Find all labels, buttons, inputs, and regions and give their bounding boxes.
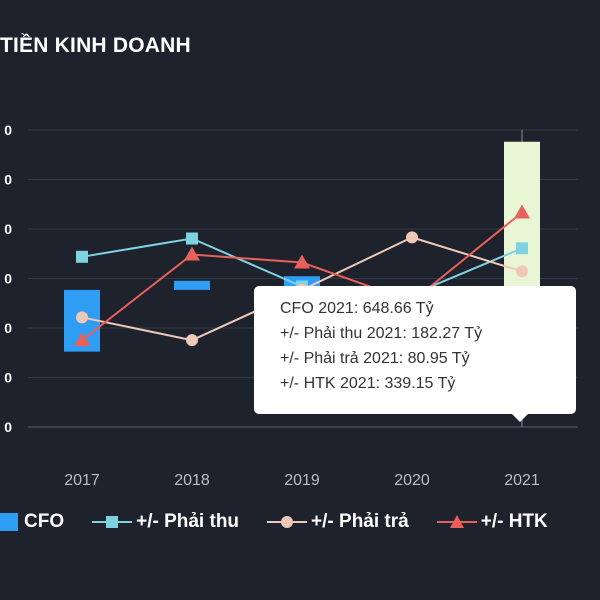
- x-tick-label: 2020: [394, 472, 430, 489]
- chart-tooltip: CFO 2021: 648.66 Tỷ +/- Phải thu 2021: 1…: [254, 286, 576, 422]
- legend-label-cfo: CFO: [24, 511, 65, 532]
- legend-label-phai-thu: +/- Phải thu: [136, 511, 240, 532]
- point-marker-circle-2021[interactable]: [516, 265, 528, 278]
- point-marker-square-2021[interactable]: [516, 242, 528, 255]
- legend-label-htk: +/- HTK: [480, 511, 548, 532]
- legend-circle-marker-icon: [267, 516, 308, 528]
- tooltip-line-htk: +/- HTK 2021: 339.15 Tỷ: [280, 375, 456, 392]
- tooltip-line-phai-tra: +/- Phải trả 2021: 80.95 Tỷ: [280, 350, 470, 367]
- y-tick-label: 0: [4, 221, 12, 237]
- point-marker-circle-2018[interactable]: [186, 334, 198, 347]
- point-marker-triangle-2017[interactable]: [74, 332, 90, 347]
- legend-item-phai-tra[interactable]: +/- Phải trả: [265, 511, 409, 533]
- y-tick-label: 0: [4, 122, 12, 138]
- chart-title: TIỀN KINH DOANH: [0, 34, 191, 57]
- tooltip-line-phai-thu: +/- Phải thu 2021: 182.27 Tỷ: [280, 325, 483, 342]
- y-tick-label: 0: [4, 172, 12, 188]
- point-marker-square-2017[interactable]: [76, 250, 88, 263]
- point-marker-triangle-2018[interactable]: [184, 246, 200, 261]
- y-tick-label: 0: [4, 370, 12, 386]
- legend-item-phai-thu[interactable]: +/- Phải thu: [90, 511, 239, 533]
- point-marker-circle-2020[interactable]: [406, 231, 418, 244]
- y-tick-label: 0: [4, 419, 12, 435]
- bar-cfo-2018[interactable]: [174, 280, 210, 290]
- point-marker-triangle-2019[interactable]: [294, 254, 310, 269]
- chart-legend: CFO +/- Phải thu +/- Phải trả +/- HTK: [0, 508, 574, 536]
- legend-bar-icon: [0, 513, 18, 531]
- tooltip-line-cfo: CFO 2021: 648.66 Tỷ: [280, 300, 434, 317]
- legend-triangle-marker-icon: [436, 515, 477, 528]
- legend-item-cfo[interactable]: CFO: [0, 511, 64, 533]
- x-tick-label: 2021: [504, 472, 540, 489]
- point-marker-triangle-2021[interactable]: [514, 204, 530, 219]
- legend-label-phai-tra: +/- Phải trả: [311, 511, 409, 532]
- x-tick-label: 2017: [64, 472, 100, 489]
- x-tick-label: 2019: [284, 472, 320, 489]
- point-marker-circle-2017[interactable]: [76, 311, 88, 324]
- legend-item-htk[interactable]: +/- HTK: [435, 511, 548, 533]
- x-tick-label: 2018: [174, 472, 210, 489]
- y-tick-label: 0: [4, 320, 12, 336]
- y-tick-label: 0: [4, 271, 12, 287]
- legend-square-marker-icon: [92, 516, 133, 528]
- point-marker-square-2018[interactable]: [186, 232, 198, 245]
